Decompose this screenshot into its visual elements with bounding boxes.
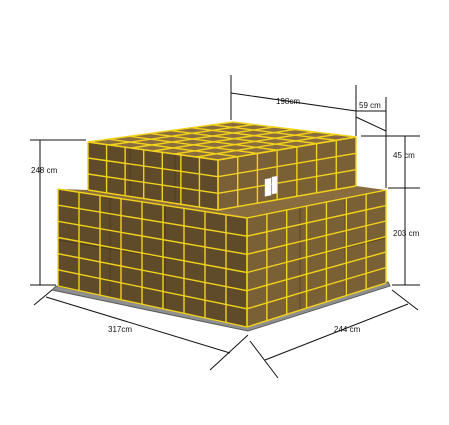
- net-strap: [246, 235, 387, 274]
- cargo-upper-front-face: [88, 142, 218, 210]
- net-strap: [57, 204, 248, 237]
- net-strap: [246, 251, 387, 292]
- dim-top-offset: 59 cm: [359, 101, 381, 110]
- dim-base-width: 244 cm: [334, 325, 361, 334]
- net-strap: [109, 123, 254, 146]
- dimension-lines: [30, 75, 420, 379]
- net-strap: [57, 236, 248, 274]
- net-strap: [57, 220, 248, 256]
- net-strap: [246, 220, 387, 256]
- cargo-lower-right-face: [247, 190, 386, 327]
- net-strap: [217, 152, 357, 178]
- net-strap: [87, 189, 219, 211]
- cargo-lower-left-face: [58, 189, 247, 327]
- net-strap: [152, 128, 295, 152]
- net-strap: [87, 157, 219, 178]
- net-strap: [57, 252, 248, 292]
- net-strap: [57, 188, 248, 219]
- net-strap: [246, 282, 387, 328]
- net-strap: [87, 173, 219, 195]
- dim-top-length: 198cm: [276, 97, 300, 106]
- dim-base-length: 317cm: [108, 325, 132, 334]
- net-strap: [246, 189, 387, 219]
- net-strap: [131, 126, 275, 149]
- cargo-net-lower-right: [246, 189, 387, 328]
- cargo-net-top: [87, 121, 357, 161]
- net-strap: [57, 285, 248, 328]
- net-strap: [196, 133, 336, 158]
- net-strap: [217, 136, 357, 161]
- dim-lower-height: 203 cm: [393, 229, 420, 238]
- cargo-label-sticker-2: [271, 175, 278, 195]
- net-strap: [246, 204, 387, 237]
- net-strap: [217, 168, 357, 195]
- net-strap: [87, 121, 234, 143]
- cargo-shoulder-right: [218, 186, 386, 218]
- cargo-label-sticker: [264, 177, 272, 197]
- net-strap: [174, 131, 316, 155]
- net-strap: [57, 269, 248, 310]
- dim-upper-height: 45 cm: [393, 151, 415, 160]
- dim-total-height: 248 cm: [31, 166, 58, 175]
- net-strap: [217, 185, 357, 211]
- net-strap: [246, 266, 387, 310]
